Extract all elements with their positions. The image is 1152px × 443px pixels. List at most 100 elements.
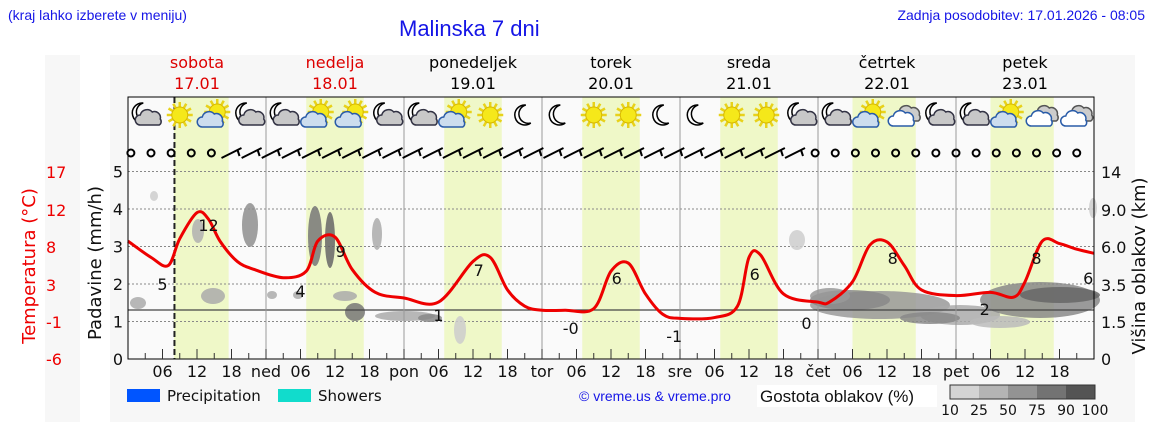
calm-circle	[186, 148, 196, 158]
sun-ray	[586, 121, 591, 127]
barb-shaft	[543, 147, 564, 159]
precip-tick: 0	[113, 350, 123, 369]
barb-shaft	[341, 147, 363, 159]
calm-circle	[146, 148, 156, 158]
cloud-density-blob	[192, 219, 204, 243]
x-hour-label: 06	[842, 362, 862, 381]
sun-cloud-icon	[334, 99, 369, 128]
barb-flag	[779, 149, 784, 157]
sun-icon	[166, 102, 193, 128]
barb-shaft	[442, 147, 464, 159]
sun-ray	[343, 104, 349, 110]
precip-tick: 4	[113, 200, 123, 219]
cloud-shape	[334, 110, 362, 128]
wind-barb-icon	[603, 147, 625, 159]
day-date: 19.01	[450, 74, 496, 93]
sun-ray	[769, 121, 774, 127]
density-tick: 90	[1057, 403, 1075, 419]
sun-ray	[347, 100, 353, 106]
wind-calm-icon	[206, 148, 216, 158]
temperature-tick: 8	[46, 238, 56, 257]
barb-flag	[719, 149, 724, 157]
wind-barb-icon	[724, 147, 746, 159]
barb-shaft	[603, 147, 625, 159]
sun-ray	[451, 100, 456, 106]
barb-shaft	[402, 147, 424, 159]
wind-barb-icon	[382, 147, 403, 159]
barb-shaft	[764, 147, 786, 159]
sun-icon	[477, 102, 504, 128]
sun-cloud-icon	[300, 99, 334, 128]
x-hour-label: 06	[290, 362, 310, 381]
wind-calm-icon	[971, 148, 981, 158]
cloud-height-tick: 14	[1101, 163, 1121, 182]
wind-barb-icon	[643, 147, 665, 159]
sun-ray	[581, 107, 588, 113]
sun-disc	[723, 106, 741, 124]
sun-ray	[361, 104, 368, 110]
density-swatch	[950, 385, 979, 399]
sun-ray	[323, 100, 329, 106]
sun-ray	[998, 104, 1005, 110]
temperature-annotation: -0	[563, 319, 579, 338]
wind-calm-icon	[1032, 148, 1041, 158]
day-name: nedelja	[306, 53, 365, 72]
sun-ray	[172, 103, 177, 109]
temperature-annotation: 7	[474, 261, 484, 280]
barb-flag	[679, 149, 684, 157]
wind-calm-icon	[830, 148, 840, 158]
barb-shaft	[704, 147, 725, 159]
wind-barb-icon	[563, 147, 585, 159]
density-title-bg	[757, 385, 937, 407]
sun-ray	[586, 103, 591, 109]
sun-ray	[600, 117, 606, 123]
temperature-axis-panel	[45, 55, 80, 422]
barb-flag	[618, 149, 623, 157]
wind-barb-icon	[744, 147, 766, 159]
wind-calm-icon	[810, 148, 820, 158]
sun-ray	[205, 104, 211, 110]
sun-ray	[772, 107, 779, 113]
wind-barb-icon	[663, 147, 685, 159]
sun-ray	[186, 117, 192, 123]
barb-flag	[538, 149, 543, 157]
moon-cloud-icon	[235, 102, 266, 126]
barb-flag	[236, 149, 241, 157]
sun-ray	[1013, 100, 1019, 106]
temperature-annotation: 8	[888, 249, 898, 268]
moon-cloud-icon	[959, 102, 990, 126]
sun-icon	[718, 102, 745, 128]
daylight-band	[720, 97, 778, 359]
wind-calm-icon	[146, 148, 156, 158]
sun-ray	[493, 103, 498, 109]
wind-barb-icon	[704, 147, 725, 159]
cloud-density-blob	[810, 288, 850, 304]
cloud-density-blob	[242, 203, 258, 247]
sun-ray	[865, 100, 870, 106]
sun-cloud-icon	[990, 99, 1024, 128]
calm-circle	[1032, 148, 1041, 158]
sun-ray	[719, 107, 726, 113]
sun-ray	[220, 100, 225, 106]
sun-cloud-icon	[852, 99, 886, 128]
calm-circle	[850, 148, 860, 158]
x-hour-label: 06	[980, 362, 1000, 381]
temperature-line	[127, 210, 1095, 321]
wind-calm-icon	[911, 148, 921, 158]
barb-shaft	[321, 147, 343, 159]
sun-ray	[327, 104, 333, 110]
sun-ray	[182, 121, 188, 127]
x-day-label: ned	[251, 362, 281, 381]
density-tick: 100	[1082, 403, 1109, 419]
barb-flag	[457, 149, 462, 157]
x-hour-label: 12	[601, 362, 621, 381]
wind-barb-icon	[442, 147, 464, 159]
wind-barb-icon	[261, 147, 283, 159]
sun-ray	[461, 100, 467, 106]
daylight-band	[444, 97, 502, 359]
sun-ray	[1017, 114, 1023, 120]
sun-ray	[754, 107, 760, 113]
calm-circle	[951, 148, 961, 158]
temperature-annotation: 8	[1031, 249, 1041, 268]
cloud-shape	[928, 108, 956, 126]
